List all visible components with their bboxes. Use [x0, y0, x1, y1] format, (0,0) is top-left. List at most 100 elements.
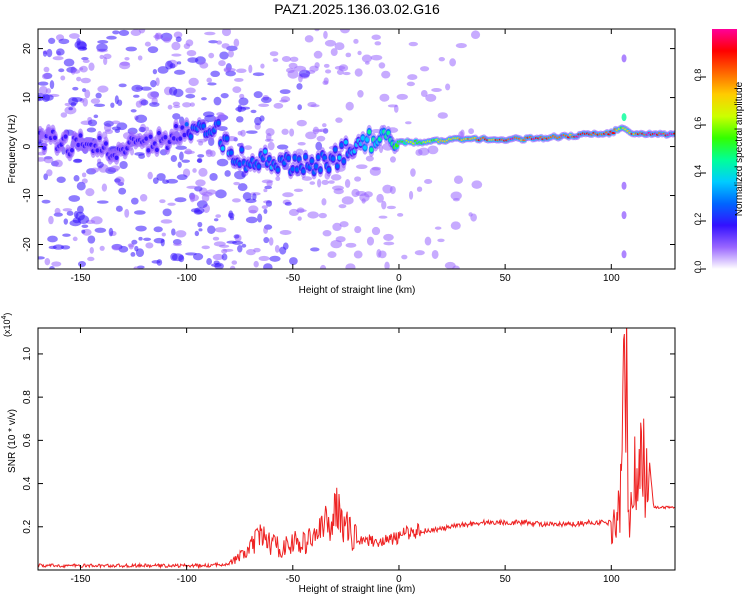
noise-blob [274, 244, 280, 253]
noise-blob [408, 41, 418, 47]
noise-blob [471, 180, 483, 189]
ridge-core [339, 142, 344, 148]
noise-blob [212, 253, 224, 261]
noise-blob [323, 63, 330, 68]
noise-blob [236, 68, 247, 74]
noise-blob [62, 233, 71, 237]
noise-blob [345, 242, 357, 248]
spectrogram-x-ticks: -150 -100 -50 0 50 100 [70, 29, 620, 284]
noise-blob [119, 61, 131, 70]
noise-blob [135, 100, 143, 108]
noise-blob [110, 165, 121, 171]
noise-blob [112, 30, 120, 35]
snr-x-tick-label: 50 [500, 574, 512, 585]
noise-blob [234, 77, 244, 82]
noise-blob [221, 29, 232, 37]
snr-x-tick-label: -150 [70, 574, 90, 585]
noise-blob [397, 212, 404, 217]
noise-blob [279, 99, 288, 103]
noise-blob [414, 250, 425, 256]
noise-blob [313, 50, 323, 59]
noise-blob [259, 115, 265, 122]
noise-blob [47, 235, 58, 243]
noise-blob [41, 73, 51, 80]
noise-blob [371, 34, 381, 40]
noise-blob [73, 175, 80, 182]
noise-blob [245, 216, 258, 224]
colorbar-tick-label: 0.8 [693, 69, 703, 82]
noise-blob [60, 75, 66, 81]
noise-blob [279, 89, 291, 95]
ridge-core [331, 156, 336, 161]
ridge-core [188, 134, 193, 139]
noise-blob [294, 65, 306, 72]
noise-blob [130, 109, 137, 113]
noise-blob [167, 104, 173, 110]
noise-blob [135, 248, 145, 258]
noise-blob [153, 226, 163, 233]
snr-frame [37, 327, 676, 571]
noise-blob [149, 102, 160, 107]
noise-blob [431, 87, 442, 92]
noise-blob [383, 241, 395, 246]
noise-blob [214, 227, 227, 233]
noise-blob [139, 193, 148, 202]
noise-blob [52, 244, 65, 250]
noise-blob [266, 180, 273, 187]
noise-blob [227, 49, 234, 58]
noise-blob [42, 50, 48, 57]
noise-blob [310, 247, 320, 252]
spectrogram-x-tick-label: 0 [396, 273, 402, 284]
ridge-core [224, 136, 229, 141]
noise-blob [334, 42, 345, 51]
noise-blob [175, 36, 182, 43]
ridge-core [263, 149, 268, 154]
noise-blob [289, 56, 299, 62]
noise-blob [297, 104, 302, 111]
noise-blob [318, 212, 327, 219]
noise-blob [225, 70, 236, 77]
noise-blob [282, 192, 294, 198]
noise-blob [144, 126, 150, 132]
noise-blob [250, 109, 257, 114]
noise-blob [197, 221, 203, 228]
noise-blob [58, 68, 65, 73]
noise-blob [156, 259, 163, 266]
noise-blob [304, 35, 314, 43]
noise-blob [175, 230, 187, 238]
snr-y-tick-label: 1.0 [22, 347, 33, 361]
spectrogram-y-ticks: -20 -10 0 10 20 [22, 43, 675, 252]
ridge-core [333, 147, 338, 152]
noise-blob [133, 210, 146, 215]
noise-blob [365, 155, 374, 162]
noise-blob [207, 82, 217, 86]
noise-blob [323, 77, 329, 85]
snr-y-tick-label: 0.8 [22, 390, 33, 404]
noise-blob [236, 116, 244, 123]
colorbar-tick-label: 0.2 [693, 213, 703, 226]
noise-blob [248, 64, 253, 74]
noise-blob [221, 248, 228, 254]
noise-blob [201, 245, 210, 250]
noise-blob [338, 204, 347, 209]
ridge-core [76, 142, 81, 148]
spectrogram-y-tick-label: -20 [22, 237, 33, 252]
noise-blob [237, 244, 243, 253]
noise-blob [54, 207, 61, 215]
noise-blob [307, 211, 319, 219]
noise-blob [322, 123, 327, 128]
ridge-core [360, 135, 365, 141]
spectrogram-y-axis-label: Frequency (Hz) [7, 115, 18, 184]
streak-blob [621, 181, 627, 190]
noise-blob [97, 85, 109, 93]
ridge-core [326, 167, 331, 172]
snr-y-tick-label: 0.6 [22, 433, 33, 447]
noise-blob [176, 174, 188, 181]
noise-blob [263, 226, 268, 234]
ridge-core [267, 156, 272, 162]
noise-blob [305, 131, 317, 140]
ridge-core [362, 145, 367, 150]
noise-blob [231, 260, 238, 265]
noise-blob [237, 130, 243, 136]
